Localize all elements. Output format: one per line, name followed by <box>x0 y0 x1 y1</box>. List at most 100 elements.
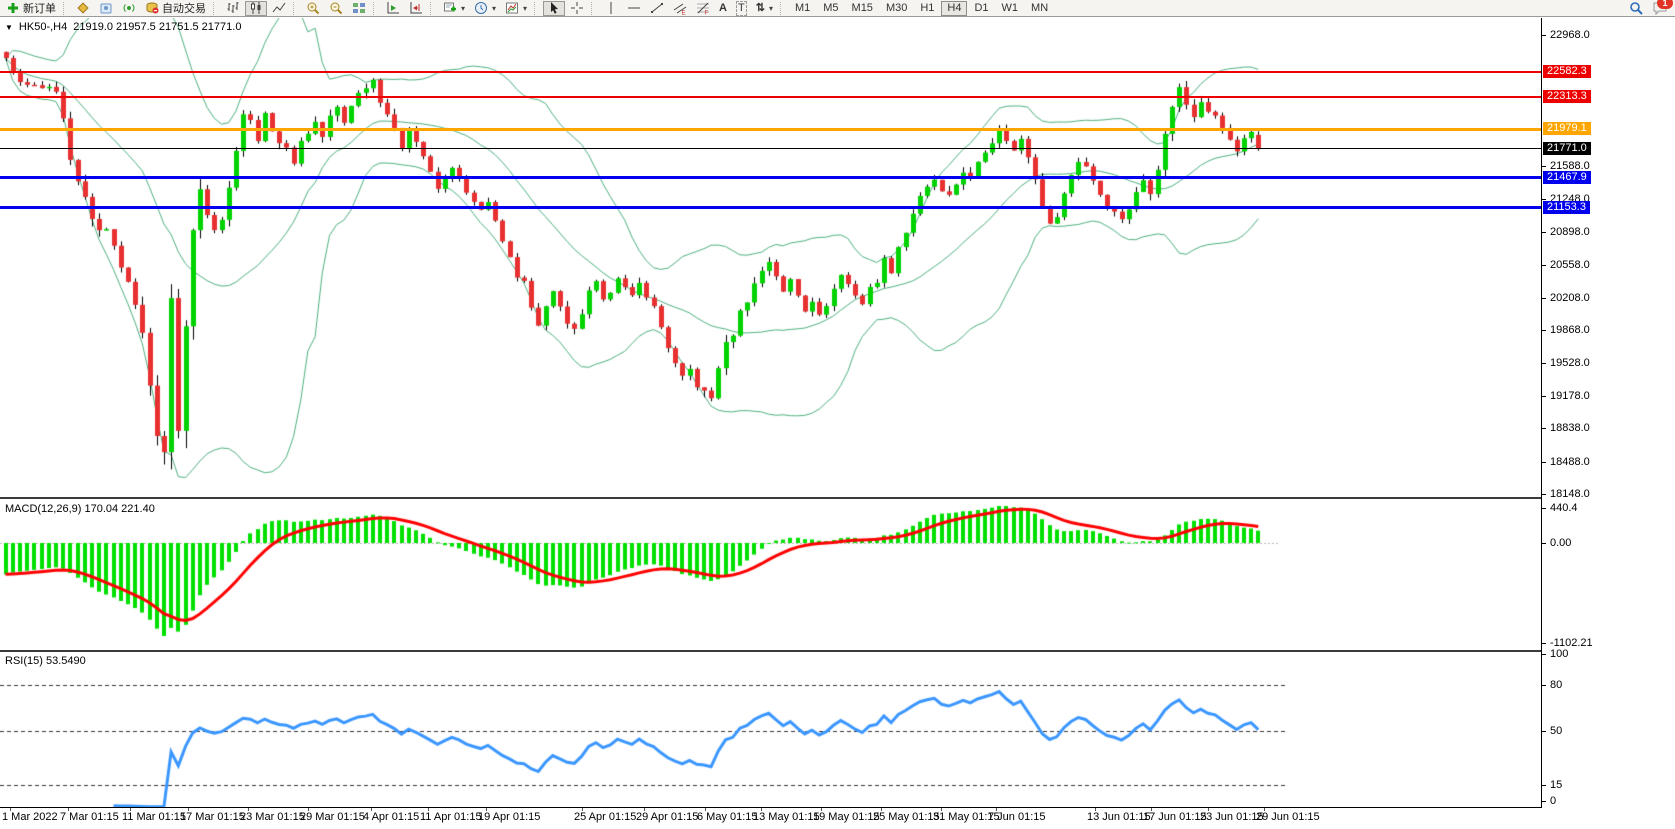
price-tick-label: 18488.0 <box>1550 455 1590 468</box>
cursor-button[interactable] <box>543 0 566 16</box>
text-label-button[interactable]: T <box>732 0 751 16</box>
candlestick-chart-icon <box>251 2 261 14</box>
timeframe-h1-button[interactable]: H1 <box>914 1 940 16</box>
toolbar-separator <box>213 1 219 15</box>
price-tick <box>1542 362 1546 364</box>
rsi-axis-label: 15 <box>1550 778 1563 791</box>
timeframe-m5-button[interactable]: M5 <box>817 1 844 16</box>
horizontal-price-line[interactable] <box>0 206 1541 210</box>
bar-chart-icon <box>227 2 239 13</box>
horizontal-price-line[interactable] <box>0 148 1541 150</box>
price-tick <box>1542 232 1546 234</box>
line-chart-button[interactable] <box>268 1 290 16</box>
price-axis[interactable]: 22968.0 21588.0 21248.0 20898.0 20558.0 20208… <box>1541 18 1675 808</box>
candlestick-chart-button[interactable] <box>245 0 267 16</box>
time-tick <box>1264 808 1265 811</box>
horizontal-price-line[interactable] <box>0 70 1541 73</box>
new-order-button[interactable]: 新订单 <box>2 1 60 16</box>
zoom-in-icon <box>307 2 320 15</box>
price-line-tag: 22313.3 <box>1543 90 1591 104</box>
horizontal-price-line[interactable] <box>0 96 1541 99</box>
metaeditor-icon <box>77 2 89 14</box>
price-tick <box>1542 395 1546 397</box>
templates-button[interactable]: ▾ <box>501 1 531 16</box>
time-axis-label: 11 Mar 01:15 <box>122 811 187 823</box>
chevron-down-icon: ▾ <box>768 3 773 13</box>
text-label-icon: T <box>736 0 747 16</box>
timeframe-d1-button[interactable]: D1 <box>968 1 994 16</box>
time-tick <box>761 808 762 811</box>
zoom-in-button[interactable] <box>302 1 324 16</box>
notification-badge: 1 <box>1657 0 1673 9</box>
strategy-tester-button[interactable] <box>95 1 117 16</box>
time-tick <box>130 808 131 811</box>
signals-button[interactable] <box>118 1 140 16</box>
timeframe-m1-button[interactable]: M1 <box>789 1 816 16</box>
add-indicator-button[interactable]: ▾ <box>439 1 469 16</box>
rsi-panel-canvas[interactable] <box>0 652 1541 807</box>
autotrading-button[interactable]: 自动交易 <box>141 1 210 16</box>
horizontal-price-line[interactable] <box>0 176 1541 180</box>
periods-button[interactable]: ▾ <box>470 1 500 16</box>
timeframe-mn-button[interactable]: MN <box>1025 1 1054 16</box>
rsi-tick <box>1542 730 1546 732</box>
bar-chart-button[interactable] <box>222 1 244 16</box>
tile-windows-button[interactable] <box>348 1 370 16</box>
timeframe-m30-button[interactable]: M30 <box>880 1 913 16</box>
fibonacci-button[interactable]: F <box>692 1 714 16</box>
tile-windows-icon <box>353 3 365 13</box>
clock-icon <box>475 2 488 14</box>
chevron-down-icon: ▾ <box>461 3 466 13</box>
time-tick <box>188 808 189 811</box>
collapse-triangle-icon: ▼ <box>5 22 13 32</box>
horizontal-price-line[interactable] <box>0 127 1541 131</box>
rsi-axis-label: 0 <box>1550 795 1557 807</box>
time-tick <box>371 808 372 811</box>
trendline-button[interactable] <box>646 1 668 16</box>
time-axis-label: 23 Jun 01:15 <box>1200 811 1264 823</box>
text-button[interactable]: A <box>715 1 731 16</box>
time-tick <box>68 808 69 811</box>
equidistant-channel-button[interactable]: E <box>669 1 691 16</box>
macd-axis-label: -1102.21 <box>1550 637 1593 649</box>
new-order-label: 新订单 <box>23 3 56 15</box>
timeframe-h4-button[interactable]: H4 <box>941 0 968 16</box>
line-chart-icon <box>272 2 286 13</box>
rsi-indicator-label: RSI(15) 53.5490 <box>5 655 86 667</box>
search-button[interactable] <box>1625 1 1647 16</box>
macd-panel-canvas[interactable] <box>0 500 1541 650</box>
zoom-out-icon <box>330 2 343 15</box>
notifications-button[interactable]: 1 <box>1653 0 1673 15</box>
rsi-axis-label: 80 <box>1550 678 1563 691</box>
chart-shift-button[interactable] <box>405 1 427 16</box>
price-line-tag: 21467.9 <box>1543 170 1591 184</box>
chart-shift-icon <box>410 2 422 14</box>
time-tick <box>705 808 706 811</box>
timeframe-w1-button[interactable]: W1 <box>996 1 1025 16</box>
panel-separator[interactable] <box>0 650 1541 652</box>
metaeditor-button[interactable] <box>72 1 94 16</box>
panel-separator[interactable] <box>0 497 1541 499</box>
main-chart-canvas[interactable] <box>0 18 1541 497</box>
svg-text:E: E <box>682 11 686 16</box>
timeframe-m15-button[interactable]: M15 <box>846 1 879 16</box>
price-tick <box>1542 34 1546 36</box>
time-axis-label: 31 May 01:15 <box>933 811 1000 823</box>
macd-indicator-label: MACD(12,26,9) 170.04 221.40 <box>5 503 155 515</box>
price-tick-label: 20208.0 <box>1550 291 1590 304</box>
arrow-tools-button[interactable]: ⇅ ▾ <box>752 1 777 16</box>
time-axis[interactable]: 1 Mar 2022 7 Mar 01:15 11 Mar 01:15 17 Mar … <box>0 808 1675 829</box>
vertical-line-button[interactable] <box>600 1 622 16</box>
time-axis-label: 1 Mar 2022 <box>2 811 58 823</box>
time-axis-label: 25 Apr 01:15 <box>574 811 637 823</box>
auto-scroll-button[interactable] <box>382 1 404 16</box>
auto-scroll-icon <box>387 2 399 14</box>
time-axis-label: 25 May 01:15 <box>873 811 940 823</box>
rsi-axis-label: 50 <box>1550 724 1563 737</box>
time-axis-label: 29 Mar 01:15 <box>300 811 365 823</box>
zoom-out-button[interactable] <box>325 1 347 16</box>
crosshair-button[interactable] <box>566 1 588 16</box>
horizontal-line-button[interactable] <box>623 1 645 16</box>
price-tick <box>1542 264 1546 266</box>
